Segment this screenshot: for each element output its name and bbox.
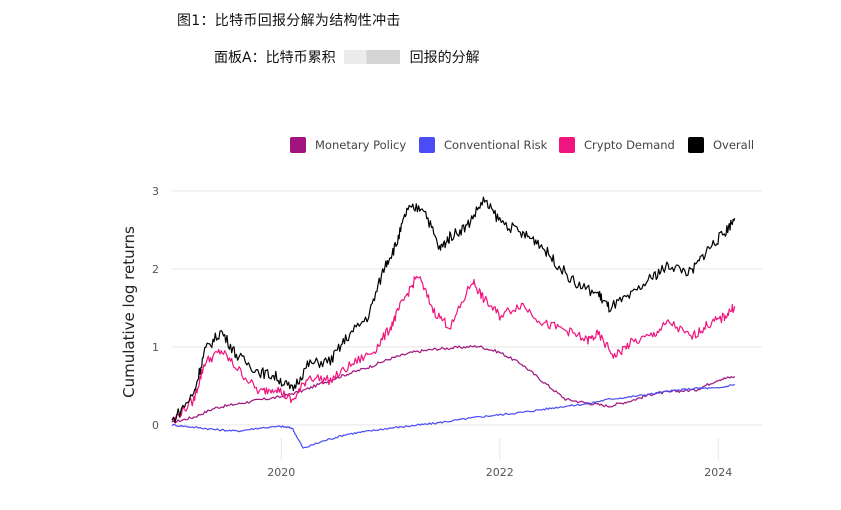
y-tick-label: 3 (152, 185, 159, 198)
figure-title: 图1：比特币回报分解为结构性冲击 (177, 13, 401, 29)
x-tick-label: 2024 (704, 466, 732, 479)
legend-swatch (419, 137, 435, 153)
redaction-block (343, 50, 400, 64)
y-tick-label: 2 (152, 263, 159, 276)
legend-swatch (688, 137, 704, 153)
legend-label: Monetary Policy (315, 138, 406, 152)
panel-title-right: 回报的分解 (409, 50, 480, 66)
series-line-conventional-risk (171, 383, 736, 449)
legend-label: Overall (713, 138, 754, 152)
series-line-monetary-policy (171, 345, 736, 424)
chart-legend: Monetary Policy Conventional Risk Crypto D… (290, 137, 754, 153)
chart-ticks: 0 1 2 3 2020 2022 2024 (152, 185, 732, 479)
y-tick-label: 0 (152, 419, 159, 432)
y-axis-label: Cumulative log returns (120, 226, 138, 398)
chart-grid (172, 190, 762, 460)
panel-title-left: 面板A：比特币累积 (214, 50, 336, 66)
panel-title: 面板A：比特币累积 回报的分解 (214, 47, 480, 67)
legend-label: Crypto Demand (584, 138, 675, 152)
y-tick-label: 1 (152, 341, 159, 354)
legend-label: Conventional Risk (444, 138, 548, 152)
series-line-overall (171, 196, 736, 423)
legend-swatch (290, 137, 306, 153)
x-tick-label: 2022 (486, 466, 514, 479)
series-line-crypto-demand (171, 275, 736, 423)
x-tick-label: 2020 (267, 466, 295, 479)
chart-series (171, 196, 736, 449)
legend-swatch (559, 137, 575, 153)
